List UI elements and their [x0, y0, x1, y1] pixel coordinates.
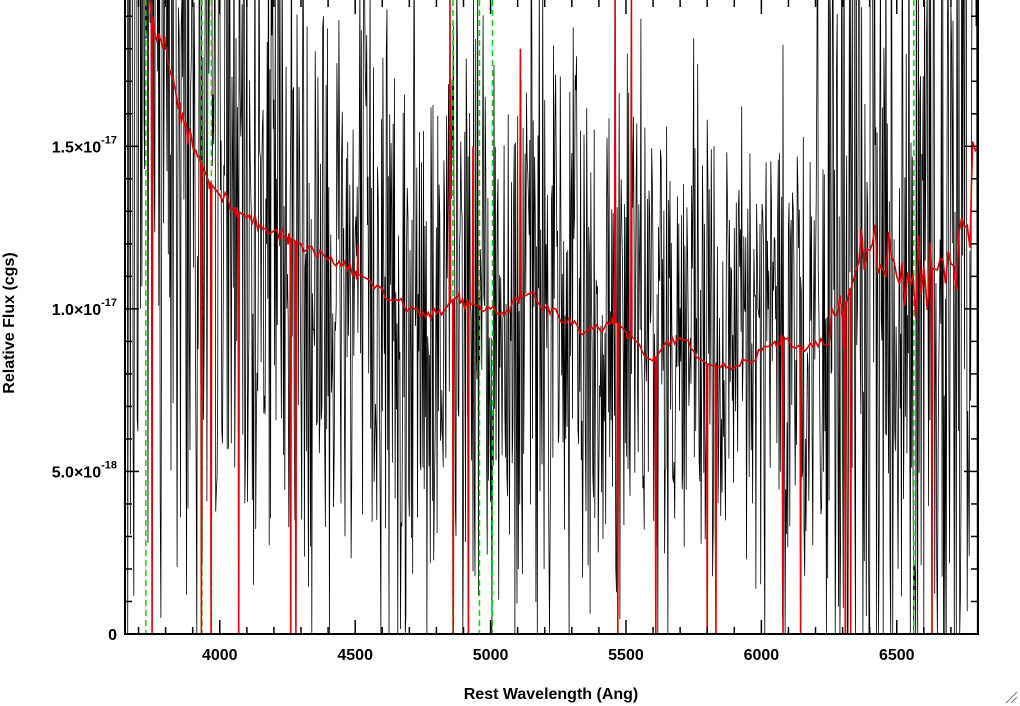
y-tick-label: 1.0×10-17 — [52, 297, 117, 319]
x-axis-label: Rest Wavelength (Ang) — [464, 686, 639, 703]
x-tick-label: 4000 — [202, 647, 238, 664]
resize-grip-icon[interactable] — [1004, 690, 1018, 704]
y-axis-label: Relative Flux (cgs) — [1, 252, 18, 393]
x-tick-labels: 4000 4500 5000 5500 6000 6500 — [202, 647, 915, 664]
model-spectrum-series — [148, 0, 978, 634]
observed-spectrum-line — [126, 0, 978, 634]
y-tick-label: 0 — [108, 627, 117, 644]
y-tick-label: 5.0×10-18 — [52, 459, 117, 481]
model-spectrum-line — [148, 0, 978, 634]
x-tick-label: 5000 — [473, 647, 509, 664]
y-tick-label: 1.5×10-17 — [52, 134, 117, 156]
plot-area — [126, 0, 978, 634]
observed-spectrum-series — [126, 0, 978, 634]
axes-frame — [124, 0, 979, 635]
plot-frame — [124, 0, 979, 635]
x-tick-label: 5500 — [608, 647, 644, 664]
x-tick-label: 4500 — [337, 647, 373, 664]
y-tick-labels: 0 5.0×10-18 1.0×10-17 1.5×10-17 — [52, 134, 117, 644]
x-tick-label: 6500 — [879, 647, 915, 664]
x-tick-label: 6000 — [744, 647, 780, 664]
reference-lines — [145, 0, 915, 634]
